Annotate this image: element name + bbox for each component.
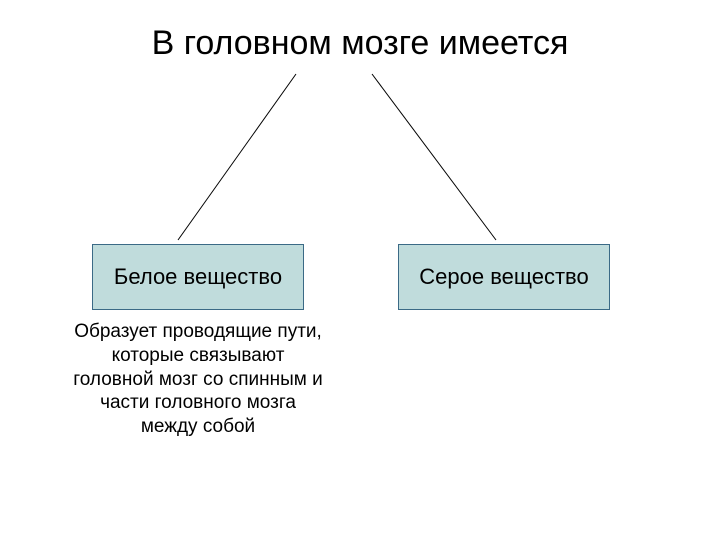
connector-left — [178, 74, 296, 240]
page-title: В головном мозге имеется — [0, 24, 720, 63]
box-grey-matter-label: Серое вещество — [419, 264, 588, 290]
white-matter-description: Образует проводящие пути, которые связыв… — [72, 320, 324, 439]
box-white-matter: Белое вещество — [92, 244, 304, 310]
connector-right — [372, 74, 496, 240]
box-grey-matter: Серое вещество — [398, 244, 610, 310]
box-white-matter-label: Белое вещество — [114, 264, 282, 290]
